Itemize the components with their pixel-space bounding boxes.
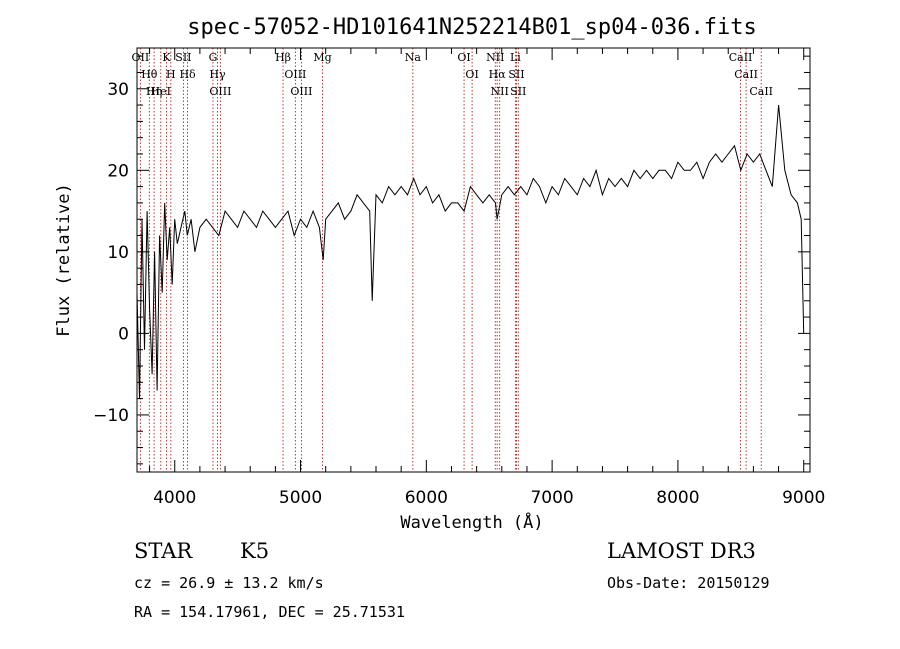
line-label-19: NII: [486, 51, 504, 64]
line-label-11: Hβ: [275, 51, 291, 64]
line-label-0: Hθ: [141, 68, 158, 81]
y-tick-label-0: −10: [93, 406, 129, 426]
object-type: STAR: [134, 539, 193, 563]
y-axis-label: Flux (relative): [54, 183, 74, 337]
line-label-3: K: [162, 51, 171, 64]
redshift-velocity: cz = 26.9 ± 13.2 km/s: [134, 574, 324, 592]
x-tick-label-5: 9000: [782, 488, 825, 508]
sky-coordinates: RA = 154.17961, DEC = 25.71531: [134, 603, 405, 621]
flux-series-line: [136, 105, 805, 399]
observation-date: Obs-Date: 20150129: [607, 574, 770, 592]
y-tick-label-1: 0: [118, 324, 129, 344]
line-label-25: CaII: [729, 51, 753, 64]
line-label-14: Mg: [313, 51, 331, 64]
line-label-5: H: [166, 68, 176, 81]
line-label-2: Hη: [146, 85, 162, 98]
y-tick-label-3: 20: [107, 161, 129, 181]
x-axis-label: Wavelength (Å): [400, 511, 543, 533]
line-label-24: CaII: [734, 68, 758, 81]
line-label-7: Hδ: [179, 68, 196, 81]
line-label-20: NII: [491, 85, 509, 98]
x-tick-label-0: 4000: [153, 488, 196, 508]
plot-frame: [136, 47, 811, 473]
line-label-15: Na: [405, 51, 422, 64]
x-tick-label-3: 7000: [530, 488, 573, 508]
spectral-line-markers: [139, 48, 762, 472]
x-tick-label-4: 8000: [656, 488, 699, 508]
y-tick-label-2: 10: [107, 243, 129, 263]
line-label-22: Li: [510, 51, 521, 64]
line-label-16: OI: [457, 51, 470, 64]
line-label-23: SII: [510, 85, 526, 98]
line-label-4: HeI: [151, 85, 171, 98]
line-label-6: SII: [175, 51, 191, 64]
line-label-26: CaII: [749, 85, 773, 98]
line-label-17: OI: [465, 68, 478, 81]
line-label-10: G: [209, 51, 218, 64]
line-label-18: Hα: [489, 68, 507, 81]
line-label-21: SII: [508, 68, 524, 81]
y-tick-label-4: 30: [107, 80, 129, 100]
x-tick-label-2: 6000: [405, 488, 448, 508]
chart-title: spec-57052-HD101641N252214B01_sp04-036.f…: [187, 15, 757, 40]
x-tick-label-1: 5000: [279, 488, 322, 508]
line-label-12: OIII: [284, 68, 306, 81]
line-label-1: OII: [132, 51, 150, 64]
survey-name: LAMOST DR3: [607, 539, 756, 563]
object-subclass: K5: [240, 539, 270, 563]
line-label-13: OIII: [290, 85, 312, 98]
axis-ticks: 4000 5000 6000 7000 8000 9000 −10 0 10 20 30: [93, 48, 825, 508]
line-label-8: OIII: [209, 85, 231, 98]
line-label-9: Hγ: [209, 68, 226, 81]
